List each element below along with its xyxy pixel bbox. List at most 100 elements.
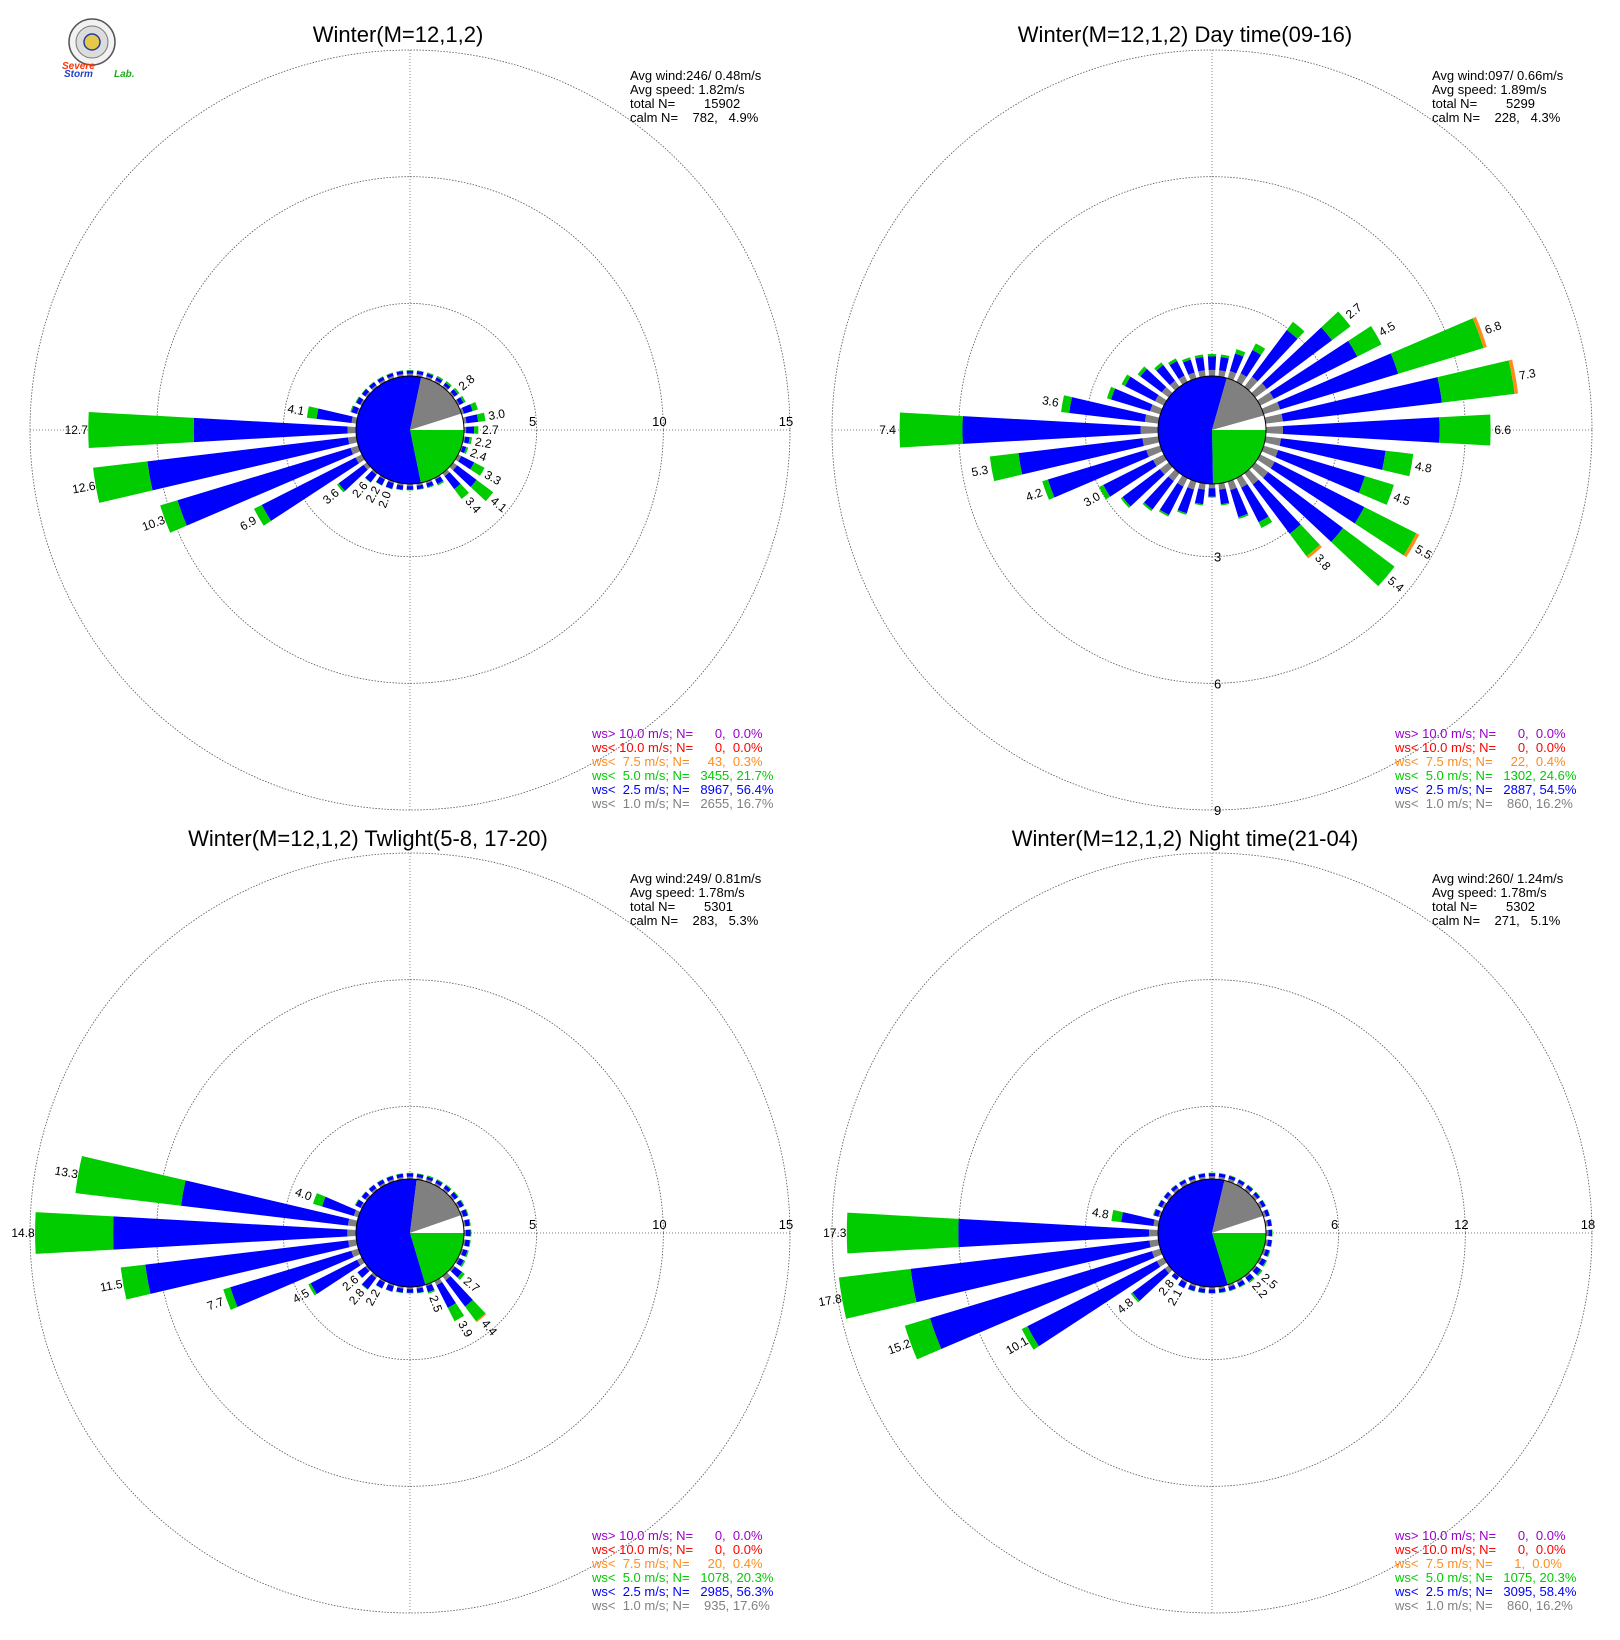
bar-segment-lt7-5 — [1403, 533, 1420, 558]
bar-segment-lt1 — [1244, 1187, 1251, 1194]
bar-segment-lt2-5 — [406, 1289, 414, 1293]
bar-segment-lt2-5 — [361, 1191, 370, 1200]
bar-segment-lt2-5 — [368, 1184, 377, 1193]
bar-segment-lt2-5 — [356, 396, 364, 405]
bar-segment-lt5 — [1258, 516, 1273, 528]
bar-segment-lt2-5 — [466, 426, 475, 434]
bar-segment-lt1 — [1218, 370, 1226, 378]
bar-segment-lt5 — [1168, 358, 1178, 366]
bar-segment-lt1 — [1177, 475, 1188, 487]
bar-segment-lt2-5 — [1159, 483, 1184, 516]
bar-segment-lt2-5 — [464, 1239, 470, 1247]
bar-segment-lt5 — [336, 483, 346, 493]
bar-segment-lt2-5 — [377, 376, 385, 383]
bar-segment-lt2-5 — [461, 1249, 468, 1257]
bar-segment-lt5 — [436, 375, 444, 381]
legend-entry: ws> 10.0 m/s; N= 0, 0.0% — [591, 1528, 763, 1543]
bar-segment-lt2-5 — [444, 472, 461, 490]
bar-segment-lt2-5 — [1228, 1175, 1236, 1181]
bar-segment-lt1 — [1146, 445, 1163, 458]
bar-segment-lt2-5 — [396, 371, 404, 376]
bar-segment-lt7-5 — [475, 1313, 487, 1323]
bar-segment-lt5 — [1098, 484, 1111, 500]
bar-segment-lt5 — [474, 426, 479, 434]
bar-segment-lt5 — [1255, 1191, 1261, 1198]
bar-segment-lt1 — [425, 376, 433, 381]
bar-segment-lt1 — [1227, 479, 1237, 491]
bar-value-label: 4.8 — [1091, 1205, 1110, 1222]
pie-slice-lt2-5 — [355, 376, 422, 485]
legend-entry: ws> 10.0 m/s; N= 0, 0.0% — [1394, 1528, 1566, 1543]
bar-segment-lt2-5 — [1267, 1219, 1272, 1227]
bar-segment-lt2-5 — [310, 1259, 361, 1294]
bar-segment-lt2-5 — [1252, 1266, 1262, 1275]
pie-slice-lt5 — [1212, 1233, 1266, 1285]
bar-segment-lt2-5 — [406, 486, 414, 490]
bar-segment-lt1 — [1251, 1194, 1258, 1201]
bar-segment-lt1 — [1144, 414, 1160, 424]
bar-segment-lt2-5 — [1153, 1209, 1161, 1217]
bar-segment-lt1 — [1161, 386, 1173, 398]
bar-segment-lt2-5 — [1251, 329, 1298, 382]
bar-segment-lt2-5 — [443, 382, 451, 390]
legend-entry: ws< 5.0 m/s; N= 1075, 20.3% — [1394, 1570, 1577, 1585]
bar-segment-lt5 — [1120, 496, 1131, 509]
bar-segment-lt2-5 — [1132, 1268, 1170, 1302]
bar-segment-lt5 — [1220, 354, 1230, 359]
bar-segment-lt1 — [1261, 1210, 1267, 1218]
bar-segment-lt5 — [361, 1284, 368, 1290]
bar-segment-lt2-5 — [316, 408, 353, 424]
bar-segment-lt5 — [1158, 509, 1170, 517]
legend-entry: ws< 5.0 m/s; N= 1302, 24.6% — [1394, 768, 1577, 783]
bar-segment-lt2-5 — [1252, 479, 1301, 534]
bar-segment-lt1 — [1236, 373, 1247, 385]
bar-segment-lt5 — [468, 1219, 471, 1226]
bar-segment-lt5 — [470, 1229, 472, 1237]
bar-segment-lt5 — [375, 1284, 383, 1289]
bar-segment-lt5 — [1239, 1283, 1246, 1288]
bar-segment-lt5 — [1178, 1179, 1186, 1183]
bar-segment-lt1 — [1140, 426, 1159, 434]
bar-segment-lt2-5 — [1163, 1191, 1171, 1200]
bar-segment-lt5 — [1271, 1229, 1273, 1237]
bar-value-label: 12.7 — [65, 423, 89, 437]
bar-segment-lt5 — [1286, 321, 1305, 339]
ring-label: 6 — [1214, 676, 1221, 691]
bar-segment-lt2-5 — [261, 457, 359, 521]
bar-segment-lt1 — [1244, 376, 1258, 391]
stat-line: calm N= 228, 4.3% — [1432, 110, 1561, 125]
legend-entry: ws< 7.5 m/s; N= 20, 0.4% — [591, 1556, 763, 1571]
bar-segment-lt5 — [454, 483, 469, 499]
bar-segment-lt5 — [1208, 1292, 1216, 1294]
pie-outline — [1157, 1178, 1267, 1288]
bar-segment-lt2-5 — [456, 1258, 464, 1267]
bar-segment-lt1 — [1150, 404, 1163, 415]
pie-slice-lt5 — [1212, 430, 1266, 484]
bar-segment-lt5 — [1187, 1288, 1195, 1292]
bar-segment-lt7-5 — [1472, 316, 1487, 349]
bar-segment-lt1 — [347, 426, 357, 434]
bar-segment-lt5 — [1270, 1219, 1273, 1226]
bar-segment-lt1 — [379, 379, 386, 385]
bar-segment-lt2-5 — [1047, 449, 1149, 498]
bar-value-label: 2.4 — [468, 445, 489, 464]
bar-value-label: 2.0 — [375, 489, 394, 510]
bar-segment-lt1 — [371, 385, 378, 391]
bar-segment-lt2-5 — [1122, 469, 1165, 507]
bar-segment-lt1 — [1251, 383, 1267, 398]
bar-segment-lt1 — [1236, 1278, 1243, 1284]
bar-segment-lt1 — [360, 1202, 365, 1209]
bar-segment-lt2-5 — [416, 484, 424, 490]
bar-segment-lt2-5 — [452, 465, 477, 487]
bar-segment-lt2-5 — [1183, 359, 1195, 375]
bar-segment-lt5 — [350, 405, 354, 413]
chart-title: Winter(M=12,1,2) Day time(09-16) — [1018, 22, 1352, 47]
bar-segment-lt5 — [385, 1289, 393, 1292]
chart-title: Winter(M=12,1,2) Twlight(5-8, 17-20) — [188, 826, 548, 851]
bar-segment-lt5 — [476, 412, 486, 422]
bar-segment-lt2-5 — [450, 1192, 458, 1200]
bar-segment-lt5 — [306, 406, 319, 419]
bar-segment-lt2-5 — [1171, 1273, 1180, 1281]
bar-segment-lt5 — [417, 1173, 424, 1176]
bar-segment-lt2-5 — [436, 1282, 456, 1308]
